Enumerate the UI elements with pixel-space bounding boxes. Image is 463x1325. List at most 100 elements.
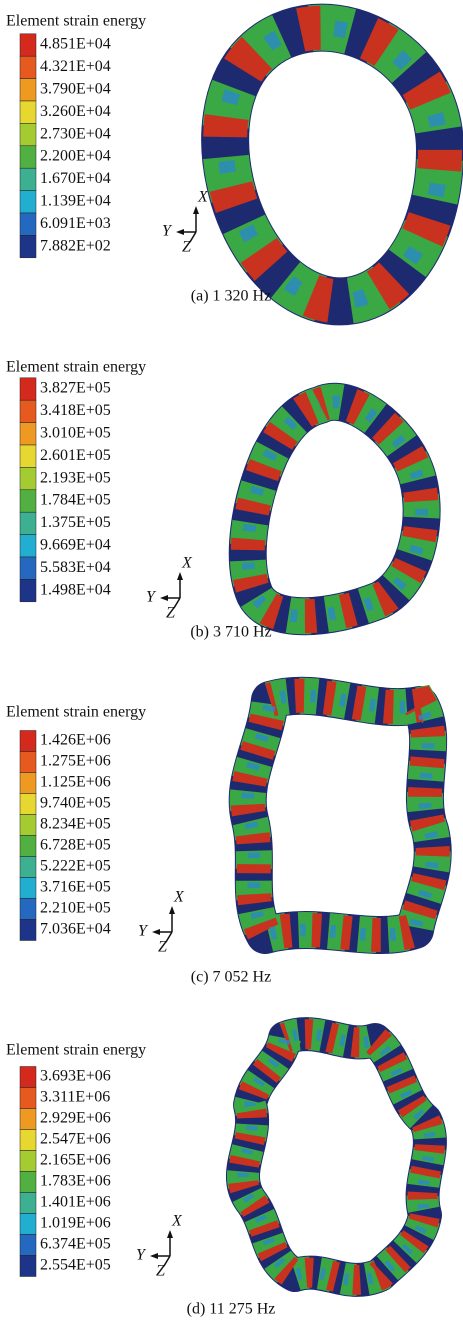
axis-label: Z — [158, 939, 168, 956]
legend-swatch — [20, 1214, 36, 1235]
legend-swatch — [20, 1172, 36, 1193]
legend-swatch — [20, 815, 36, 836]
caption: (d) 11 275 Hz — [187, 1301, 276, 1318]
legend-swatch — [20, 213, 36, 235]
legend-label: 3.827E+05 — [40, 380, 111, 397]
legend-title: Element strain energy — [6, 359, 146, 376]
legend-swatch — [20, 1256, 36, 1277]
legend-label: 2.165E+06 — [40, 1152, 111, 1169]
legend-label: 3.693E+06 — [40, 1068, 111, 1085]
arrow-head — [193, 206, 199, 214]
legend-label: 2.554E+05 — [40, 1257, 111, 1274]
legend-swatch — [20, 445, 36, 467]
legend-swatch — [20, 535, 36, 557]
legend-swatch — [20, 1193, 36, 1214]
legend-swatch — [20, 794, 36, 815]
legend-swatch — [20, 423, 36, 445]
legend-swatch — [20, 579, 36, 601]
arrow-head — [176, 229, 184, 235]
legend-label: 3.010E+05 — [40, 424, 111, 441]
legend-title: Element strain energy — [6, 1042, 146, 1059]
legend-swatch — [20, 235, 36, 257]
legend-swatch — [20, 1109, 36, 1130]
legend-label: 4.851E+04 — [40, 36, 111, 53]
legend-label: 1.783E+06 — [40, 1173, 111, 1190]
axis-label: X — [173, 889, 185, 906]
ring-base — [248, 696, 433, 935]
arrow-head — [150, 1253, 158, 1259]
legend-swatch — [20, 1130, 36, 1151]
legend-swatch — [20, 79, 36, 101]
arrow-head — [169, 906, 175, 914]
legend-label: 8.234E+05 — [40, 816, 111, 833]
legend-title: Element strain energy — [6, 13, 146, 30]
arrow-head — [167, 1230, 173, 1238]
legend-swatch — [20, 490, 36, 512]
axis-label: Z — [166, 605, 176, 622]
legend-swatch — [20, 1088, 36, 1109]
legend-label: 5.583E+04 — [40, 559, 111, 576]
legend-label: 2.193E+05 — [40, 469, 111, 486]
legend-label: 2.200E+04 — [40, 148, 111, 165]
legend-label: 1.275E+06 — [40, 753, 111, 770]
legend-label: 1.125E+06 — [40, 774, 111, 791]
legend-label: 3.790E+04 — [40, 80, 111, 97]
legend-swatch — [20, 773, 36, 794]
axis-label: Z — [156, 1263, 166, 1280]
legend-label: 9.740E+05 — [40, 795, 111, 812]
axis-label: Z — [182, 239, 192, 256]
legend-label: 2.929E+06 — [40, 1110, 111, 1127]
axis-label: Y — [146, 589, 157, 606]
legend-label: 1.498E+04 — [40, 581, 111, 598]
legend-label: 9.669E+04 — [40, 536, 111, 553]
legend-swatch — [20, 752, 36, 773]
legend-swatch — [20, 878, 36, 899]
legend-label: 3.716E+05 — [40, 879, 111, 896]
legend-label: 2.601E+05 — [40, 447, 111, 464]
legend-swatch — [20, 146, 36, 168]
legend-title: Element strain energy — [6, 704, 146, 721]
legend-swatch — [20, 512, 36, 534]
legend-label: 1.784E+05 — [40, 492, 111, 509]
legend-swatch — [20, 378, 36, 400]
legend-label: 1.019E+06 — [40, 1215, 111, 1232]
legend-swatch — [20, 899, 36, 920]
figure: Element strain energy 4.851E+04 4.321E+04 3… — [0, 0, 463, 1325]
legend-swatch — [20, 101, 36, 123]
legend-swatch — [20, 557, 36, 579]
legend-swatch — [20, 1235, 36, 1256]
legend-swatch — [20, 123, 36, 145]
legend-swatch — [20, 836, 36, 857]
legend-swatch — [20, 191, 36, 213]
axis-label: X — [181, 555, 193, 572]
axis-label: Y — [136, 1247, 147, 1264]
legend-label: 1.670E+04 — [40, 170, 111, 187]
legend-label: 1.139E+04 — [40, 192, 111, 209]
legend-swatch — [20, 56, 36, 78]
legend-label: 2.547E+06 — [40, 1131, 111, 1148]
legend-swatch — [20, 1067, 36, 1088]
legend-label: 2.210E+05 — [40, 900, 111, 917]
axis-label: Y — [138, 923, 149, 940]
legend-label: 6.374E+05 — [40, 1236, 111, 1253]
legend-label: 1.375E+05 — [40, 514, 111, 531]
legend-label: 1.401E+06 — [40, 1194, 111, 1211]
arrow-head — [160, 595, 168, 601]
legend-label: 3.418E+05 — [40, 402, 111, 419]
legend-swatch — [20, 857, 36, 878]
arrow-head — [152, 929, 160, 935]
axis-label: X — [197, 189, 209, 206]
legend-label: 4.321E+04 — [40, 58, 111, 75]
legend-swatch — [20, 34, 36, 56]
legend-swatch — [20, 467, 36, 489]
legend-swatch — [20, 1151, 36, 1172]
axis-label: X — [171, 1213, 183, 1230]
legend-label: 5.222E+05 — [40, 858, 111, 875]
caption: (a) 1 320 Hz — [191, 288, 271, 305]
legend-swatch — [20, 400, 36, 422]
legend-label: 6.091E+03 — [40, 215, 111, 232]
legend-label: 2.730E+04 — [40, 125, 111, 142]
legend-label: 1.426E+06 — [40, 732, 111, 749]
arrow-head — [177, 572, 183, 580]
axis-label: Y — [162, 223, 173, 240]
